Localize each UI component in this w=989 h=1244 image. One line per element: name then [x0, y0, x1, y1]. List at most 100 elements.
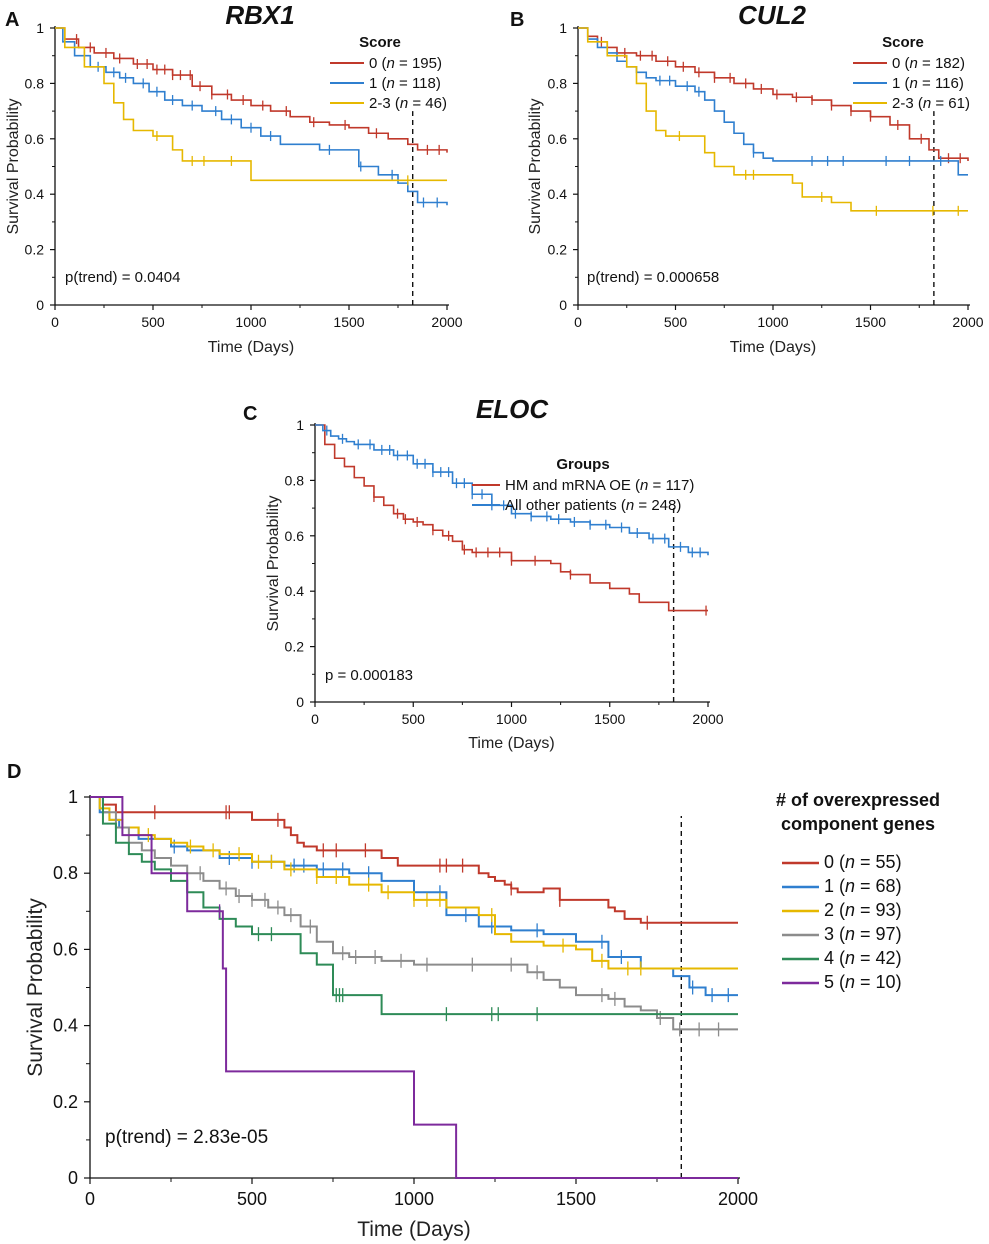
legend-entry-suffix: = 42)	[855, 948, 902, 968]
y-tick-label: 0.8	[548, 75, 568, 91]
x-tick-label: 500	[402, 711, 426, 727]
legend-entry-prefix: 0 (	[824, 852, 845, 872]
x-tick-label: 500	[141, 314, 165, 330]
x-tick-label: 1500	[333, 314, 364, 330]
y-axis-label: Survival Probability	[5, 98, 22, 234]
x-tick-label: 0	[85, 1189, 95, 1209]
legend-entry-n: n	[387, 75, 395, 92]
y-tick-label: 1	[36, 20, 44, 36]
x-tick-label: 0	[574, 314, 582, 330]
y-tick-label: 0	[68, 1168, 78, 1188]
legend-entry: 2-3 (n = 61)	[892, 95, 970, 112]
y-tick-label: 0.8	[285, 472, 305, 488]
y-axis-label: Survival Probability	[527, 98, 544, 234]
x-tick-label: 1000	[496, 711, 527, 727]
legend-entry-suffix: = 195)	[395, 55, 442, 72]
survival-curve	[578, 27, 968, 176]
y-tick-label: 0.6	[548, 131, 568, 147]
legend-entry-suffix: = 117)	[648, 477, 694, 494]
legend-entry-n: n	[845, 972, 855, 992]
y-tick-label: 0.4	[53, 1016, 78, 1036]
panel-letter: A	[5, 9, 19, 31]
legend-entry: 3 (n = 97)	[824, 924, 902, 944]
legend-entry-prefix: 2-3 (	[369, 95, 400, 112]
y-tick-label: 0.2	[548, 242, 568, 258]
legend-title: # of overexpressed	[776, 790, 940, 810]
x-tick-label: 1000	[394, 1189, 434, 1209]
y-tick-label: 0.4	[25, 186, 45, 202]
survival-series-0	[315, 424, 708, 616]
p-value-label: p(trend) = 0.0404	[65, 269, 181, 286]
legend: # of overexpressed component genes 0 ( n = …	[776, 790, 940, 992]
x-tick-label: 1500	[855, 314, 886, 330]
survival-series-2	[90, 796, 738, 976]
chart-title: CUL2	[738, 0, 806, 30]
survival-series-2	[55, 27, 447, 186]
legend-title: Score	[882, 34, 924, 51]
legend-entry-suffix: = 116)	[918, 75, 964, 92]
legend-entry-n: n	[400, 95, 408, 112]
panel-letter: B	[510, 9, 524, 31]
x-tick-label: 2000	[692, 711, 723, 727]
y-tick-label: 0.4	[548, 186, 568, 202]
survival-series-4	[90, 796, 738, 1022]
survival-curve	[578, 27, 969, 161]
survival-series-0	[90, 796, 738, 930]
survival-curve	[90, 796, 738, 997]
legend-entry-suffix: = 55)	[855, 852, 902, 872]
survival-series-5	[90, 796, 738, 1179]
legend-entry: 2-3 (n = 46)	[369, 95, 447, 112]
survival-series-2	[578, 27, 968, 216]
legend-entry-prefix: 0 (	[892, 55, 910, 72]
y-tick-label: 1	[68, 787, 78, 807]
panel-letter: C	[243, 403, 257, 425]
p-value-label: p(trend) = 2.83e-05	[105, 1127, 268, 1148]
y-axis-label: Survival Probability	[24, 898, 47, 1077]
legend-entry-n: n	[845, 948, 855, 968]
legend-entry: 1 (n = 118)	[369, 75, 441, 92]
legend-entry-n: n	[845, 900, 855, 920]
legend-entry-prefix: 3 (	[824, 924, 845, 944]
legend-entry-suffix: = 68)	[855, 876, 902, 896]
survival-curve	[90, 796, 738, 1179]
legend-entry-suffix: = 61)	[931, 95, 970, 112]
survival-series-1	[578, 27, 968, 176]
legend-title: component genes	[781, 814, 935, 834]
x-tick-label: 1500	[556, 1189, 596, 1209]
panel-b: B CUL2 0 500 1000 1500 2000 0 0.2 0.4 0.6 0.8 1 Time …	[510, 0, 984, 356]
panel-a: A RBX1 0 500 1000 1500 2000 0 0.2 0.4 0.6 0.8 1 Time …	[5, 0, 463, 356]
y-tick-label: 0.6	[53, 939, 78, 959]
legend-entry-n: n	[910, 55, 918, 72]
y-tick-label: 0.8	[53, 863, 78, 883]
legend-entry-prefix: 2 (	[824, 900, 845, 920]
x-tick-label: 1000	[757, 314, 788, 330]
y-tick-label: 0	[559, 297, 567, 313]
legend-entry: 0 (n = 195)	[369, 55, 442, 72]
x-tick-label: 2000	[952, 314, 983, 330]
legend-entry-prefix: HM and mRNA OE (	[505, 477, 640, 494]
legend-entry: 2 (n = 93)	[824, 900, 902, 920]
legend-entry: 4 (n = 42)	[824, 948, 902, 968]
p-value-label: p(trend) = 0.000658	[587, 269, 719, 286]
legend-entry-prefix: 2-3 (	[892, 95, 923, 112]
legend-entry-suffix: = 118)	[395, 75, 441, 92]
x-tick-label: 500	[237, 1189, 267, 1209]
legend-entry-n: n	[923, 95, 931, 112]
x-tick-label: 0	[311, 711, 319, 727]
legend-entry-prefix: 1 (	[892, 75, 910, 92]
y-tick-label: 0	[296, 694, 304, 710]
y-tick-label: 1	[296, 417, 304, 433]
legend-entry-prefix: All other patients (	[505, 497, 626, 514]
y-tick-label: 0.6	[285, 528, 305, 544]
legend-entry: 5 (n = 10)	[824, 972, 902, 992]
y-tick-label: 0.2	[285, 639, 305, 655]
legend-entry-suffix: = 248)	[634, 497, 681, 514]
x-axis-label: Time (Days)	[730, 339, 817, 356]
legend-entry-prefix: 5 (	[824, 972, 845, 992]
legend-entry: 1 (n = 116)	[892, 75, 964, 92]
y-tick-label: 0.2	[53, 1092, 78, 1112]
x-axis-label: Time (Days)	[468, 735, 555, 752]
